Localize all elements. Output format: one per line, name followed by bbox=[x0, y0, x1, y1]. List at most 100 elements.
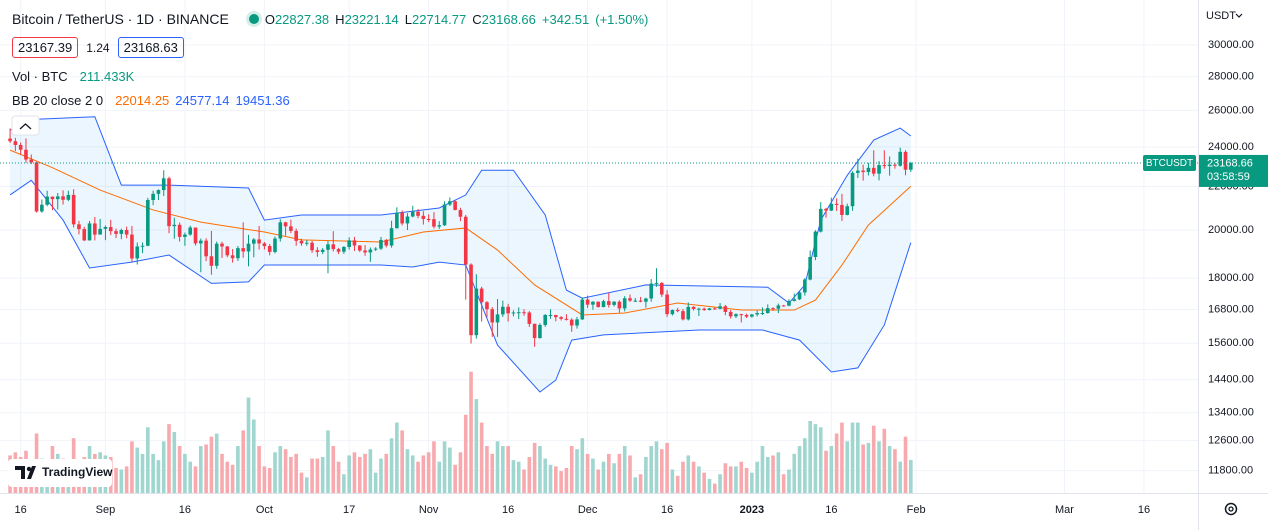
volume-bar bbox=[241, 430, 246, 493]
candle-body bbox=[559, 317, 563, 319]
candle-body bbox=[771, 308, 775, 310]
candle-body bbox=[511, 312, 516, 314]
candle-body bbox=[246, 243, 251, 252]
candle-body bbox=[803, 279, 807, 293]
volume-bar bbox=[893, 449, 897, 493]
candle-body bbox=[458, 209, 463, 217]
candle-body bbox=[66, 194, 71, 200]
candle-body bbox=[135, 246, 140, 259]
candle-body bbox=[824, 208, 828, 211]
x-tick-label: Mar bbox=[1055, 504, 1074, 516]
volume-bar bbox=[755, 461, 759, 493]
candle-body bbox=[278, 222, 283, 239]
currency-chevron[interactable] bbox=[1235, 13, 1243, 18]
candle-body bbox=[607, 301, 611, 305]
volume-bar bbox=[803, 438, 807, 493]
candle-body bbox=[723, 306, 728, 312]
candle-body bbox=[670, 310, 675, 315]
settings-icon[interactable] bbox=[1224, 502, 1238, 516]
volume-bar bbox=[909, 459, 913, 493]
candle-body bbox=[310, 242, 314, 251]
candle-body bbox=[98, 228, 102, 235]
candle-body bbox=[898, 151, 903, 166]
volume-bar bbox=[797, 446, 802, 493]
candle-body bbox=[691, 306, 696, 309]
volume-bar bbox=[474, 399, 479, 493]
candle-body bbox=[29, 159, 34, 163]
x-tick-label: 16 bbox=[661, 504, 673, 516]
sell-button[interactable]: 23167.39 bbox=[12, 37, 79, 58]
candle-body bbox=[866, 167, 871, 173]
y-tick-label: 15600.00 bbox=[1208, 337, 1254, 349]
candle-body bbox=[612, 301, 616, 305]
volume-bar bbox=[538, 446, 542, 493]
volume-bar bbox=[347, 455, 351, 493]
volume-bar bbox=[622, 446, 627, 493]
volume-bar bbox=[246, 397, 251, 493]
volume-bar bbox=[887, 446, 892, 493]
volume-bar bbox=[257, 446, 261, 493]
volume-bar bbox=[273, 452, 277, 493]
candle-body bbox=[638, 300, 643, 302]
collapse-button[interactable] bbox=[11, 115, 40, 136]
candle-body bbox=[103, 227, 108, 229]
candle-body bbox=[71, 194, 76, 225]
volume-bar bbox=[697, 466, 701, 493]
candle-body bbox=[140, 245, 145, 247]
volume-bar bbox=[670, 469, 675, 493]
candle-body bbox=[554, 314, 558, 318]
y-tick-label: 24000.00 bbox=[1208, 141, 1254, 153]
candle-body bbox=[617, 301, 622, 309]
volume-bar bbox=[463, 414, 468, 493]
y-tick-label: 20000.00 bbox=[1208, 224, 1254, 236]
candle-body bbox=[342, 246, 346, 252]
candle-body bbox=[516, 312, 521, 314]
candle-body bbox=[463, 216, 468, 265]
candle-body bbox=[437, 225, 442, 227]
candle-body bbox=[479, 288, 484, 303]
candle-body bbox=[225, 246, 230, 256]
volume-bar bbox=[453, 464, 457, 493]
buy-button[interactable]: 23168.63 bbox=[117, 37, 184, 58]
x-tick-label: Oct bbox=[256, 504, 273, 516]
change-percent: (+1.50%) bbox=[595, 11, 649, 27]
symbol-title[interactable]: Bitcoin / TetherUS · 1D · BINANCE bbox=[12, 11, 229, 27]
candle-body bbox=[654, 282, 659, 284]
volume-bar bbox=[294, 453, 298, 493]
bb-upper-value: 24577.14 bbox=[175, 93, 230, 108]
candle-body bbox=[304, 242, 309, 244]
ohlc-value: 23221.14 bbox=[344, 11, 399, 27]
volume-bar bbox=[331, 446, 336, 493]
symbol-tag-label: BTCUSDT bbox=[1146, 158, 1193, 169]
candle-body bbox=[24, 149, 28, 160]
volume-bar bbox=[898, 461, 903, 493]
candle-body bbox=[257, 239, 261, 244]
volume-bar bbox=[649, 446, 653, 493]
candle-body bbox=[50, 196, 55, 200]
bb-title[interactable]: BB 20 close 2 0 bbox=[12, 93, 104, 108]
candle-body bbox=[241, 248, 246, 252]
volume-bar bbox=[580, 438, 585, 493]
candle-body bbox=[765, 308, 770, 314]
volume-bar bbox=[188, 461, 193, 493]
candle-body bbox=[845, 206, 850, 215]
volume-bar bbox=[702, 472, 706, 493]
currency-selector[interactable]: USDT bbox=[1206, 10, 1236, 22]
countdown-label: 03:58:59 bbox=[1207, 171, 1250, 183]
candle-body bbox=[580, 299, 585, 320]
volume-title[interactable]: Vol · BTC bbox=[12, 69, 68, 84]
candle-body bbox=[214, 243, 219, 266]
candle-body bbox=[712, 308, 717, 310]
volume-bar bbox=[119, 469, 124, 493]
brand-logo-dot bbox=[26, 466, 32, 472]
market-status-dot bbox=[248, 14, 259, 24]
ohlc-value: 23168.66 bbox=[481, 11, 536, 27]
volume-bar bbox=[718, 474, 722, 493]
volume-bar bbox=[707, 478, 712, 493]
candle-body bbox=[591, 301, 595, 305]
volume-bar bbox=[681, 461, 685, 493]
candle-body bbox=[273, 238, 277, 252]
volume-bar bbox=[675, 475, 680, 493]
candle-body bbox=[644, 298, 648, 302]
volume-bar bbox=[368, 449, 373, 493]
